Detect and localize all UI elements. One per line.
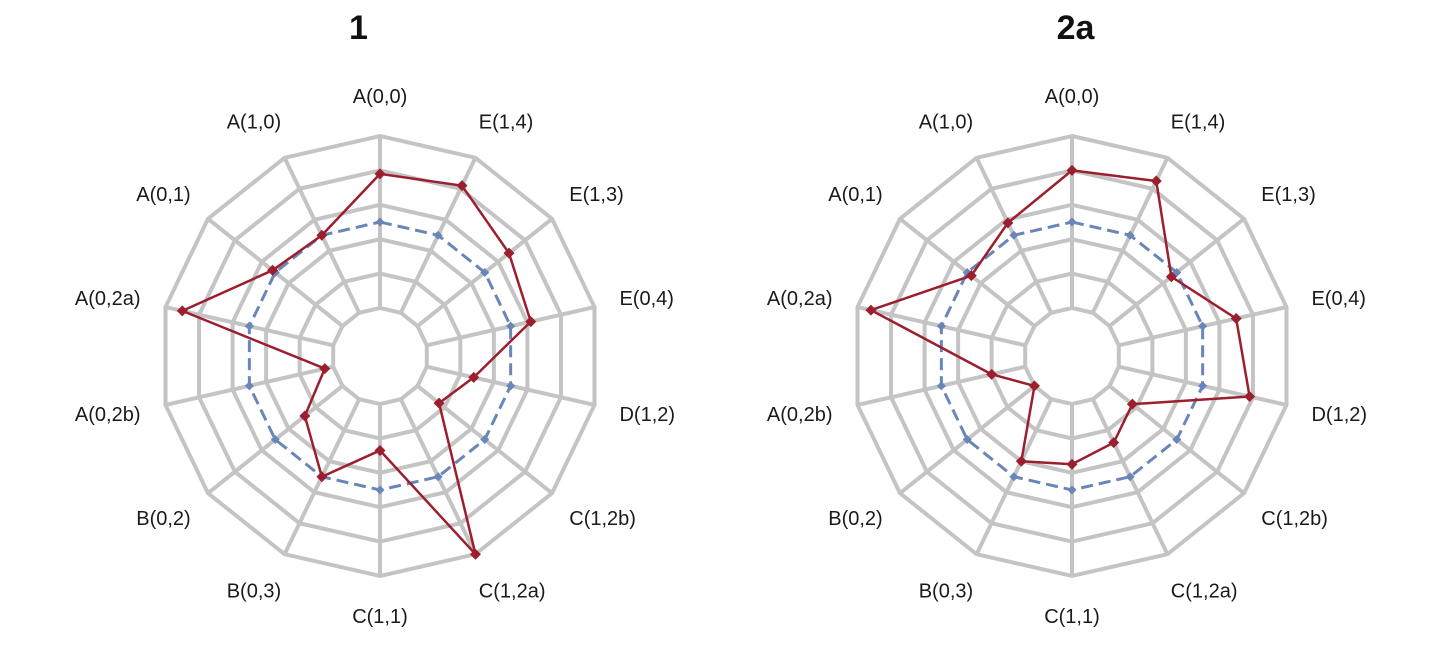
- category-label: A(0,2b): [75, 404, 141, 426]
- data-point: [316, 229, 328, 241]
- data-point: [1067, 217, 1077, 227]
- data-point: [433, 230, 443, 240]
- data-point: [469, 548, 481, 560]
- data-point: [1002, 217, 1014, 229]
- data-point: [1165, 271, 1177, 283]
- data-point: [962, 267, 972, 277]
- data-point: [1067, 485, 1077, 495]
- data-point: [506, 381, 516, 391]
- data-point: [316, 471, 328, 483]
- data-point: [374, 168, 386, 180]
- grid-ring: [1023, 305, 1121, 407]
- data-point: [962, 435, 972, 445]
- category-label: D(1,2): [1311, 404, 1367, 426]
- category-label: C(1,1): [352, 606, 408, 628]
- data-point: [1066, 164, 1078, 176]
- category-label: D(1,2): [619, 404, 675, 426]
- category-label: A(0,1): [136, 184, 190, 206]
- grid-ring: [331, 305, 429, 407]
- data-point: [270, 435, 280, 445]
- chart-title: 1: [349, 9, 368, 47]
- radar-chart-1: A(0,0) E(1,4) E(1,3) E(0,4) D(1,2) C(1,2b) C(1…: [75, 86, 675, 628]
- data-point: [1108, 437, 1120, 449]
- category-label: E(0,4): [1311, 288, 1365, 310]
- radar-grid: [855, 133, 1289, 579]
- data-point: [865, 304, 877, 316]
- category-label: C(1,1): [1044, 606, 1100, 628]
- category-label: E(0,4): [619, 288, 673, 310]
- category-label: E(1,4): [1171, 112, 1225, 134]
- category-label: A(0,2a): [75, 288, 141, 310]
- category-labels: A(0,0) E(1,4) E(1,3) E(0,4) D(1,2) C(1,2b) C(1…: [75, 86, 675, 628]
- data-point: [433, 397, 445, 409]
- data-point: [1244, 391, 1256, 403]
- category-label: A(0,2b): [767, 404, 833, 426]
- data-point: [375, 485, 385, 495]
- data-point: [480, 267, 490, 277]
- data-point: [1126, 398, 1138, 410]
- data-point: [480, 435, 490, 445]
- category-label: C(1,2b): [1261, 508, 1328, 530]
- category-label: E(1,4): [479, 112, 533, 134]
- data-point: [375, 217, 385, 227]
- series-profile: [865, 164, 1256, 470]
- data-point: [468, 371, 480, 383]
- data-point: [1125, 472, 1135, 482]
- chart-title: 2a: [1056, 9, 1095, 47]
- category-label: A(0,1): [828, 184, 882, 206]
- radar-grid: [163, 133, 597, 579]
- data-point: [525, 316, 537, 328]
- category-label: C(1,2a): [1171, 580, 1238, 602]
- category-label: E(1,3): [569, 184, 623, 206]
- category-label: B(0,2): [828, 508, 882, 530]
- category-label: B(0,3): [227, 580, 281, 602]
- data-point: [1125, 230, 1135, 240]
- category-labels: A(0,0) E(1,4) E(1,3) E(0,4) D(1,2) C(1,2b) C(1…: [767, 86, 1367, 628]
- data-point: [319, 363, 331, 375]
- data-point: [1198, 321, 1208, 331]
- data-point: [936, 381, 946, 391]
- data-point: [456, 180, 468, 192]
- data-point: [1066, 458, 1078, 470]
- category-label: A(0,0): [353, 86, 407, 108]
- series-baseline: [936, 217, 1208, 495]
- category-label: B(0,3): [919, 580, 973, 602]
- data-point: [965, 270, 977, 282]
- data-point: [1015, 455, 1027, 467]
- radar-panel-2a: 2a A(0,0) E(1,4) E(1,3) E(0,4) D(1,2) C(1,2b)…: [717, 0, 1434, 656]
- category-label: E(1,3): [1261, 184, 1315, 206]
- data-point: [1230, 313, 1242, 325]
- data-point: [1172, 435, 1182, 445]
- data-point: [267, 264, 279, 276]
- data-point: [244, 321, 254, 331]
- category-label: A(1,0): [919, 112, 973, 134]
- data-point: [433, 472, 443, 482]
- category-label: A(0,2a): [767, 288, 833, 310]
- data-point: [176, 305, 188, 317]
- data-point: [1172, 267, 1182, 277]
- category-label: C(1,2b): [569, 508, 636, 530]
- data-point: [986, 368, 998, 380]
- data-point: [503, 247, 515, 259]
- data-point: [1009, 230, 1019, 240]
- data-point: [374, 444, 386, 456]
- data-point: [936, 321, 946, 331]
- category-label: A(0,0): [1045, 86, 1099, 108]
- radar-chart-2a: A(0,0) E(1,4) E(1,3) E(0,4) D(1,2) C(1,2b) C(1…: [767, 86, 1367, 628]
- data-point: [1150, 175, 1162, 187]
- category-label: B(0,2): [136, 508, 190, 530]
- category-label: C(1,2a): [479, 580, 546, 602]
- data-point: [1009, 472, 1019, 482]
- data-point: [299, 410, 311, 422]
- data-point: [506, 321, 516, 331]
- series-baseline: [244, 217, 516, 495]
- data-point: [1028, 380, 1040, 392]
- data-point: [244, 381, 254, 391]
- radar-panel-1: 1 A(0,0) E(1,4) E(1,3) E(0,4) D(1,2) C(1,2b) C…: [75, 9, 675, 628]
- category-label: A(1,0): [227, 112, 281, 134]
- series-profile: [176, 168, 537, 560]
- data-point: [1198, 381, 1208, 391]
